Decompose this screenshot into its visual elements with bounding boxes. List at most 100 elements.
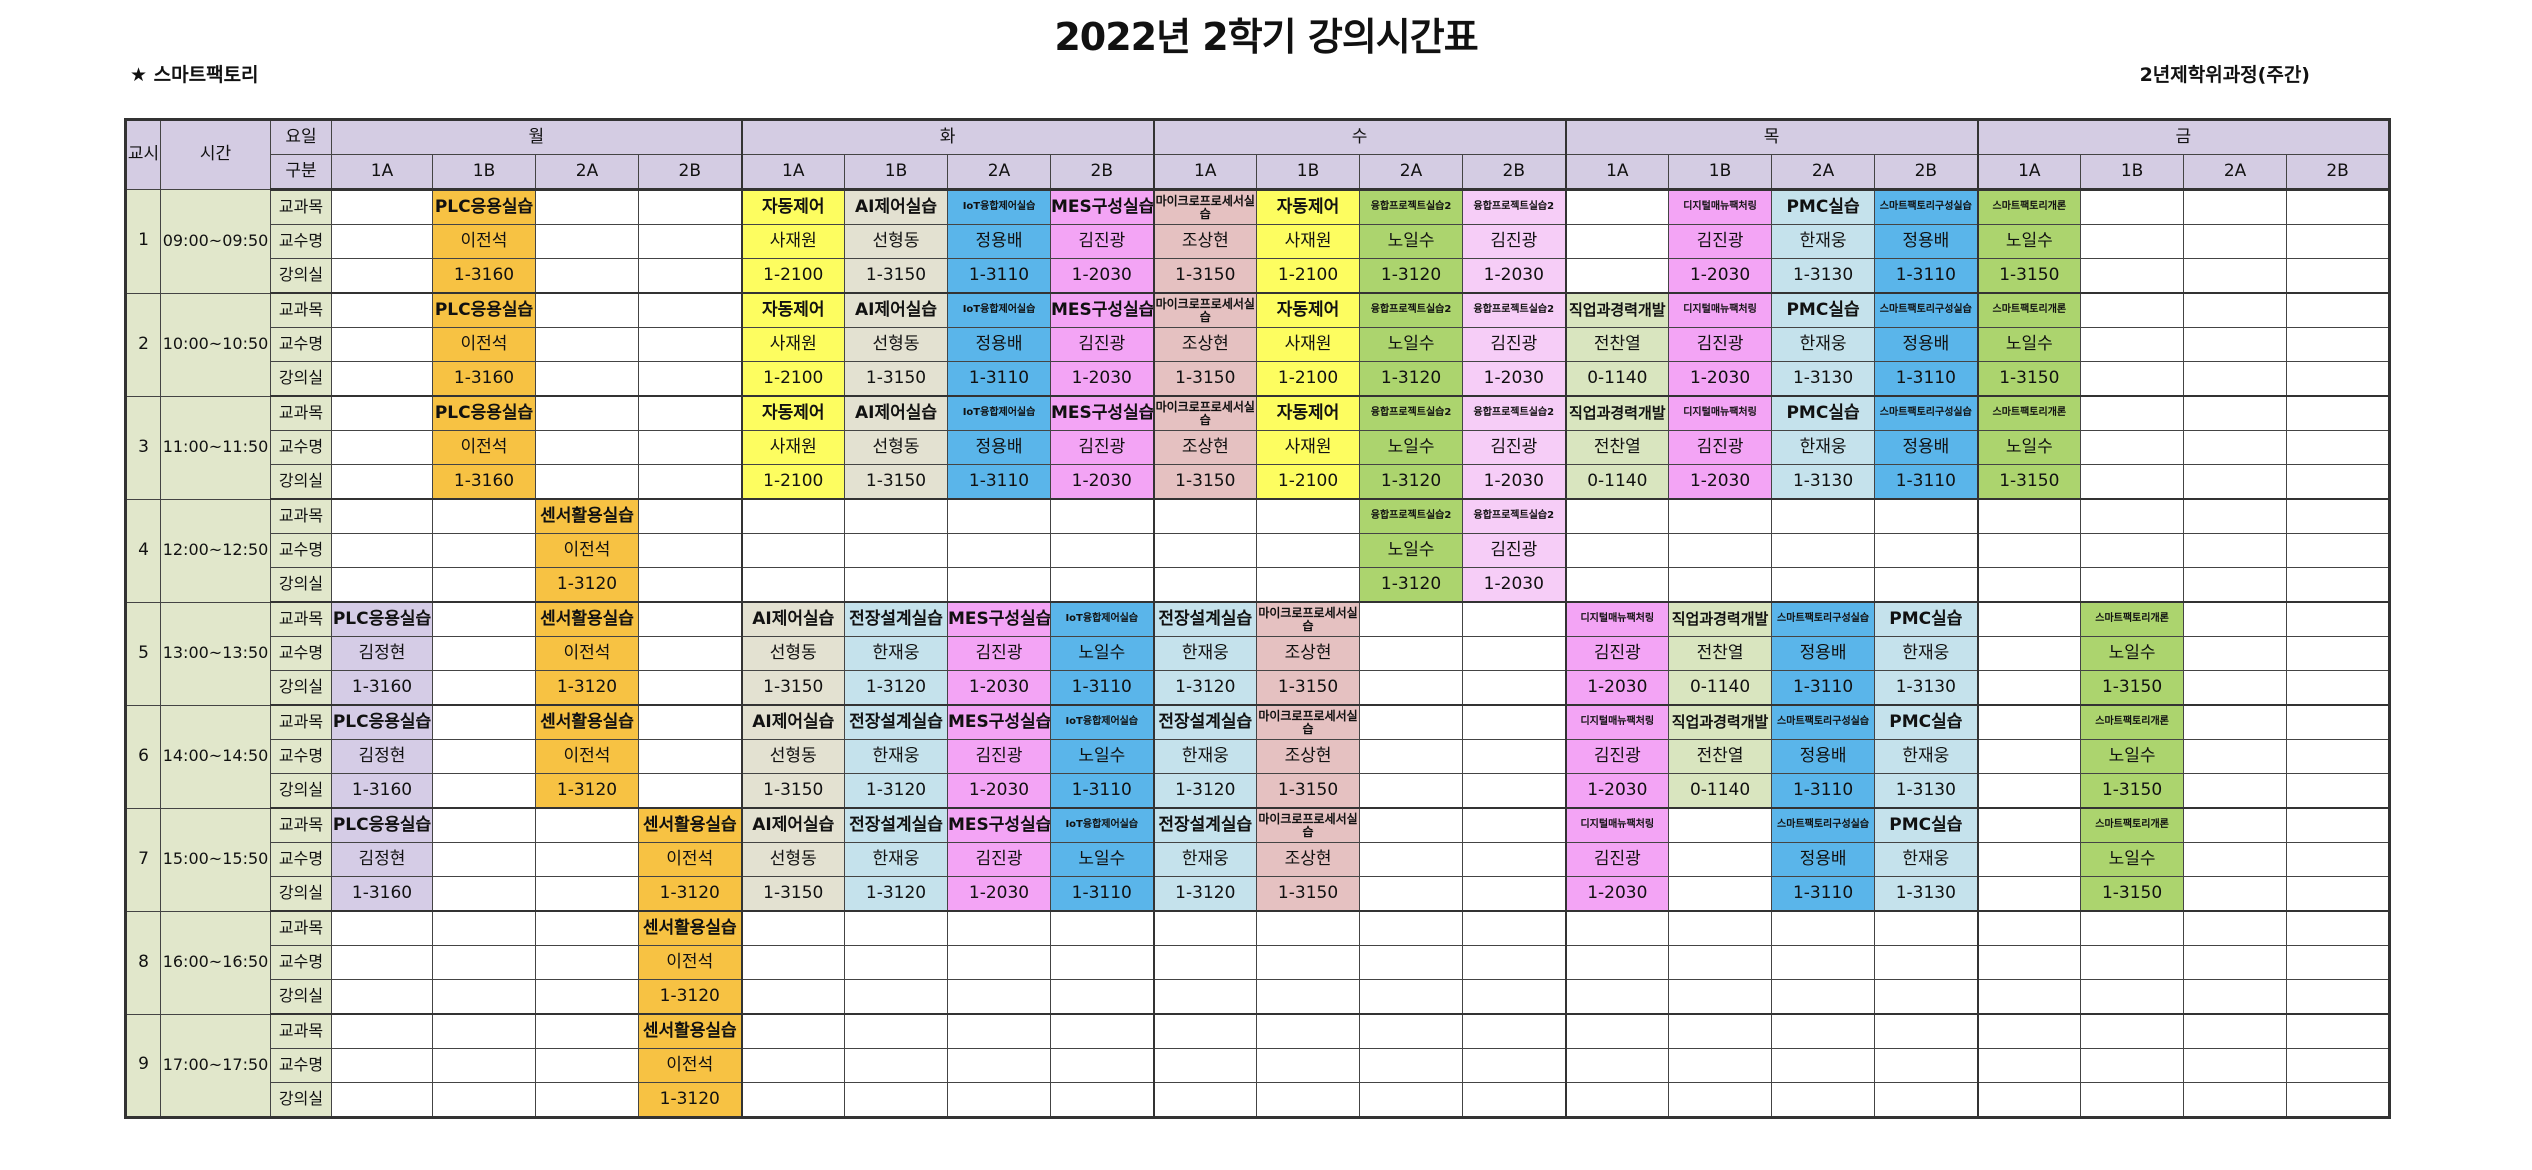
professor-cell: 김진광: [947, 739, 1052, 774]
room-cell: [2183, 361, 2288, 397]
room-cell: [2286, 1082, 2391, 1119]
professor-cell: 조상현: [1153, 327, 1258, 362]
professor-cell: [637, 327, 743, 362]
room-cell: 1-2100: [1256, 464, 1361, 500]
room-cell: [1977, 773, 2082, 809]
period-number: 8: [125, 910, 161, 1015]
professor-cell: 조상현: [1153, 224, 1258, 259]
course-cell: 자동제어: [741, 395, 846, 431]
professor-cell: [637, 430, 743, 465]
course-cell: 스마트팩토리개론: [2080, 601, 2185, 637]
room-cell: [331, 258, 433, 294]
period-number: 4: [125, 498, 161, 603]
page-title: 2022년 2학기 강의시간표: [1054, 15, 1478, 59]
room-cell: 1-3110: [1771, 876, 1876, 912]
period-number: 5: [125, 601, 161, 706]
room-cell: 1-3150: [1256, 876, 1361, 912]
course-cell: [1050, 1013, 1155, 1049]
row-label: 강의실: [270, 1082, 332, 1119]
professor-cell: [2183, 224, 2288, 259]
course-cell: 스마트팩토리구성실습: [1771, 704, 1876, 740]
professor-cell: 김진광: [1462, 224, 1567, 259]
period-number: 1: [125, 189, 161, 294]
professor-cell: 김진광: [1050, 224, 1155, 259]
course-cell: [1668, 910, 1773, 946]
room-cell: [432, 979, 536, 1015]
professor-cell: 김정현: [331, 636, 433, 671]
period-time: 13:00~13:50: [160, 601, 271, 706]
course-cell: 스마트팩토리구성실습: [1771, 807, 1876, 843]
room-cell: [1153, 1082, 1258, 1119]
room-cell: [535, 876, 639, 912]
course-cell: [432, 601, 536, 637]
course-cell: [741, 498, 846, 534]
row-label: 교수명: [270, 327, 332, 362]
header-section: 1B: [844, 154, 949, 191]
course-cell: 디지털매뉴팩처링: [1668, 292, 1773, 328]
course-cell: [331, 910, 433, 946]
room-cell: 1-2030: [947, 670, 1052, 706]
professor-cell: [2183, 739, 2288, 774]
room-cell: 1-3130: [1874, 773, 1979, 809]
period-time: 09:00~09:50: [160, 189, 271, 294]
room-cell: 1-2030: [1668, 258, 1773, 294]
course-cell: [1565, 1013, 1670, 1049]
course-cell: [535, 189, 639, 225]
course-cell: MES구성실습: [1050, 292, 1155, 328]
professor-cell: [1771, 533, 1876, 568]
course-cell: 전장설계실습: [844, 601, 949, 637]
course-cell: 직업과경력개발: [1565, 395, 1670, 431]
room-cell: [1874, 1082, 1979, 1119]
professor-cell: [1874, 945, 1979, 980]
room-cell: [2183, 773, 2288, 809]
professor-cell: 김진광: [1565, 842, 1670, 877]
professor-cell: [947, 1048, 1052, 1083]
professor-cell: [2080, 1048, 2185, 1083]
header-section: 2A: [947, 154, 1052, 191]
course-cell: PMC실습: [1874, 807, 1979, 843]
course-cell: [1565, 910, 1670, 946]
professor-cell: [1153, 1048, 1258, 1083]
professor-cell: 한재웅: [1153, 842, 1258, 877]
room-cell: [947, 1082, 1052, 1119]
professor-cell: [2286, 739, 2391, 774]
course-cell: 마이크로프로세서실습: [1256, 704, 1361, 740]
header-section: 1B: [2080, 154, 2185, 191]
course-cell: [2286, 704, 2391, 740]
course-cell: 센서활용실습: [535, 704, 639, 740]
course-cell: [432, 498, 536, 534]
course-cell: [1256, 1013, 1361, 1049]
professor-cell: [844, 1048, 949, 1083]
professor-cell: 선형동: [741, 636, 846, 671]
course-cell: MES구성실습: [947, 704, 1052, 740]
header-section: 2B: [1874, 154, 1979, 191]
course-cell: 직업과경력개발: [1565, 292, 1670, 328]
professor-cell: [1462, 945, 1567, 980]
professor-cell: 한재웅: [844, 636, 949, 671]
professor-cell: [1977, 739, 2082, 774]
header-day: 목: [1565, 119, 1979, 155]
room-cell: [741, 1082, 846, 1119]
professor-cell: [1050, 1048, 1155, 1083]
course-cell: [2183, 189, 2288, 225]
header-section: 2B: [637, 154, 743, 191]
room-cell: [2080, 979, 2185, 1015]
row-label: 강의실: [270, 464, 332, 500]
room-cell: 1-3150: [2080, 670, 2185, 706]
course-cell: [1771, 498, 1876, 534]
program-label: 2년제학위과정(주간): [2139, 64, 2310, 86]
professor-cell: [331, 327, 433, 362]
course-cell: 센서활용실습: [637, 807, 743, 843]
room-cell: 1-3110: [1771, 773, 1876, 809]
professor-cell: 김진광: [1668, 327, 1773, 362]
row-label: 교과목: [270, 395, 332, 431]
room-cell: 1-3160: [331, 670, 433, 706]
room-cell: 1-3120: [844, 670, 949, 706]
room-cell: 1-3120: [844, 876, 949, 912]
row-label: 교수명: [270, 739, 332, 774]
room-cell: 0-1140: [1565, 464, 1670, 500]
course-cell: [331, 395, 433, 431]
course-cell: [1256, 910, 1361, 946]
professor-cell: 사재원: [741, 224, 846, 259]
header-section: 1A: [1977, 154, 2082, 191]
